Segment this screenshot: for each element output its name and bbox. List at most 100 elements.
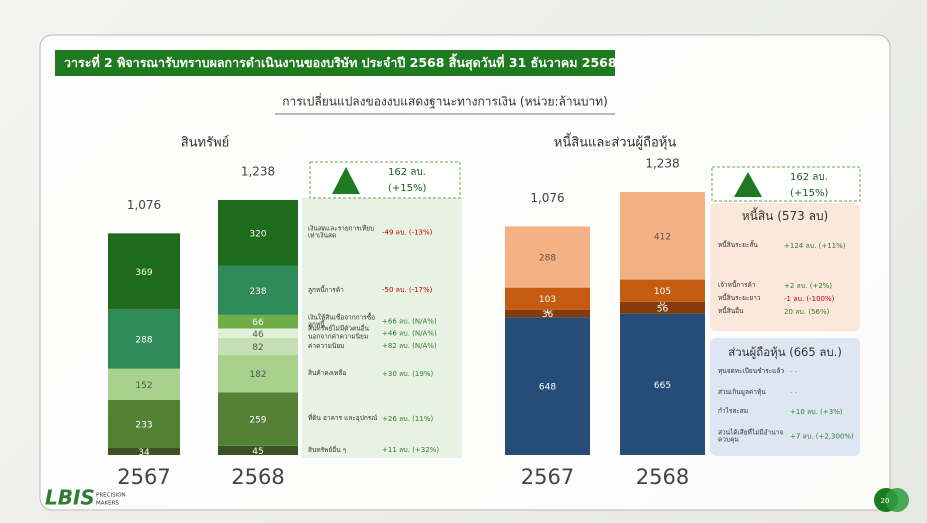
increase-arrow [734,172,762,197]
bar-segment [505,287,590,310]
segment-label: 36 [542,310,554,320]
segment-label: 320 [249,229,266,239]
total-label: 1,238 [645,157,679,171]
note-name: สินทรัพย์อื่น ๆ [308,445,347,454]
note-change: +124 ลบ. (+11%) [784,241,846,250]
note-row: หนี้สินอื่น 20 ลบ. (56%) [718,307,858,316]
bar-segment [218,199,298,266]
note-row: ส่วนเกินมูลค่าหุ้น - - [718,388,858,397]
year-label: 2568 [636,465,689,489]
note-change: -49 ลบ. (-13%) [382,228,433,237]
note-change: +26 ลบ. (11%) [382,415,434,424]
increase-arrow [332,167,360,194]
note-name: สินค้าคงเหลือ [308,368,347,377]
segment-label: 1 [545,306,551,316]
note-name: เงินให้สินเชื่อจากการซื้อลูกหนี้ [308,313,376,329]
note-change: - - [790,367,798,376]
segment-label: 369 [135,268,152,278]
note-change: - - [790,388,798,397]
note-change: +46 ลบ. (N/A%) [382,329,437,338]
bar-segment [218,265,298,315]
bar-segment [620,313,705,455]
note-name: หนี้สินระยะยาว [718,294,761,303]
change-box [309,161,461,199]
year-label: 2567 [521,465,574,489]
note-row: ทุนจดทะเบียนชำระแล้ว - - [718,367,858,376]
note-change: +82 ลบ. (N/A%) [382,342,437,351]
panel-title: ส่วนผู้ถือหุ้น (665 ลบ.) [728,345,842,359]
note-change: +30 ลบ. (19%) [382,369,434,378]
panel-title: หนี้สิน (573 ลบ) [741,209,829,223]
total-label: 1,238 [241,164,275,178]
segment-label: 648 [539,383,556,393]
bar-segment [620,192,705,280]
total-label: 1,076 [127,198,161,212]
bar-segment [218,337,298,355]
page-number: 20 [881,497,890,505]
segment-label: 66 [252,318,264,328]
note-change: -1 ลบ. (-100%) [784,294,835,303]
bar-segment [620,279,705,302]
note-name: ส่วนได้เสียที่ไม่มีอำนาจควบคุม [718,428,784,444]
note-row: ที่ดิน อาคาร และอุปกรณ์ +26 ลบ. (11%) [308,414,458,424]
bar-segment [218,354,298,393]
note-name: ที่ดิน อาคาร และอุปกรณ์ [308,414,378,423]
segment-label: 288 [539,254,556,264]
bar-segment [108,368,180,400]
bar-segment [108,309,180,369]
segment-label: 45 [252,447,263,457]
title-banner [55,50,615,76]
bar-segment [218,314,298,329]
segment-label: 412 [654,232,671,242]
note-name: เงินสดและรายการเทียบเท่าเงินสด [308,224,375,240]
segment-label: 238 [249,287,266,297]
chart-title: หนี้สินและส่วนผู้ถือหุ้น [554,133,677,151]
subtitle: การเปลี่ยนแปลงของงบแสดงฐานะทางการเงิน (ห… [282,93,608,109]
note-change: 20 ลบ. (56%) [784,307,830,316]
segment-label: 182 [249,370,266,380]
note-row: ส่วนได้เสียที่ไม่มีอำนาจควบคุม +7 ลบ. (+2… [718,428,858,445]
segment-label: 103 [539,295,556,305]
note-name: ลูกหนี้การค้า [308,285,344,294]
segment-label: 665 [654,381,671,391]
note-row: หนี้สินระยะสั้น +124 ลบ. (+11%) [718,241,858,250]
note-change: +11 ลบ. (+32%) [382,446,440,455]
bar-segment [505,309,590,318]
note-row: ค่าความนิยม +82 ลบ. (N/A%) [308,342,458,351]
note-name: เจ้าหนี้การค้า [718,281,756,290]
notes-panel [302,198,462,458]
change-box [711,166,861,202]
note-row: เงินให้สินเชื่อจากการซื้อลูกหนี้ +66 ลบ. … [308,314,458,329]
segment-label: 259 [249,416,266,426]
note-change: +7 ลบ. (+2,300%) [790,432,854,441]
note-row: หนี้สินระยะยาว -1 ลบ. (-100%) [718,294,858,303]
chart-title: สินทรัพย์ [181,135,230,151]
note-name: ทุนจดทะเบียนชำระแล้ว [718,367,784,376]
logo-tagline: MAKERS [96,501,119,507]
note-name: หนี้สินอื่น [718,307,744,316]
segment-label: 34 [138,448,150,458]
total-label: 1,076 [530,191,564,205]
note-row: กำไรสะสม +10 ลบ. (+3%) [718,407,858,416]
note-change: +10 ลบ. (+3%) [790,407,843,416]
note-name: สินทรัพย์ไม่มีตัวตนอื่นนอกจากค่าความนิยม [308,324,370,341]
note-row: ลูกหนี้การค้า -50 ลบ. (-17%) [308,285,458,295]
bar-segment [505,226,590,288]
bar-segment [218,392,298,446]
note-change: -50 ลบ. (-17%) [382,286,433,295]
equity-panel [710,338,860,456]
bar-segment [505,317,590,455]
logo-brand: LBIS [45,486,95,510]
bar-segment [108,399,180,448]
note-name: หนี้สินระยะสั้น [718,241,758,250]
bar-segment [620,301,705,314]
bar-segment [108,233,180,310]
slide-title: วาระที่ 2 พิจารณารับทราบผลการดำเนินงานขอ… [64,53,617,71]
note-row: สินค้าคงเหลือ +30 ลบ. (19%) [308,368,458,378]
bar-segment [218,445,298,455]
note-name: ส่วนเกินมูลค่าหุ้น [718,388,766,397]
bar-segment [108,447,180,455]
segment-label: 46 [252,330,264,340]
change-percent: (+15%) [388,183,427,194]
